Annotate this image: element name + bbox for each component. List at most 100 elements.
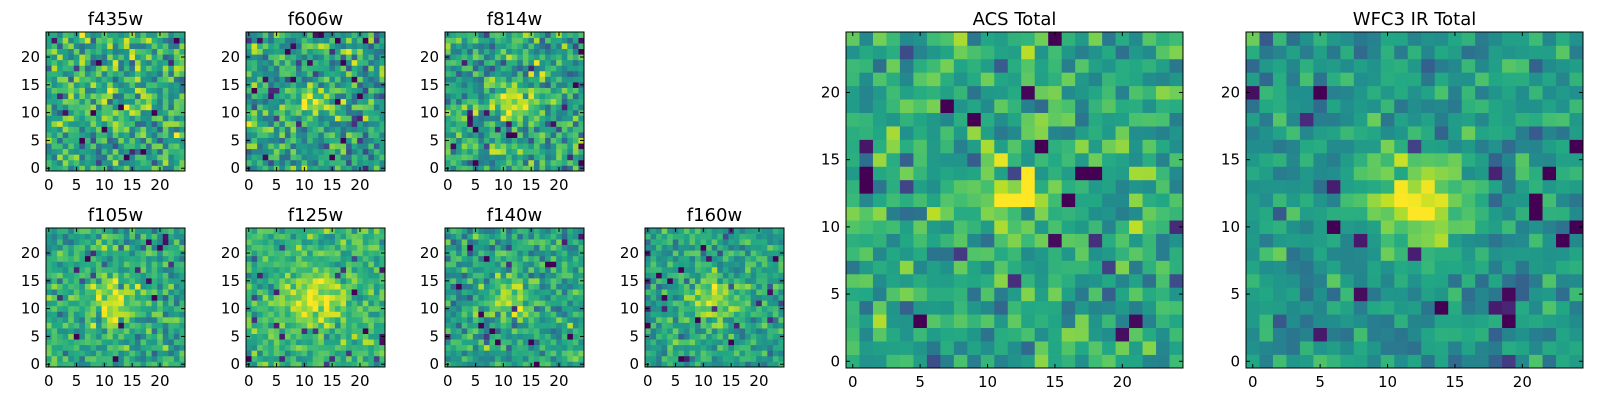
- heatmap-cell: [73, 59, 80, 66]
- heatmap-cell: [461, 165, 468, 172]
- heatmap-cell: [706, 239, 713, 246]
- heatmap-cell: [90, 59, 97, 66]
- heatmap-cell: [96, 244, 102, 251]
- heatmap-cell: [62, 120, 69, 127]
- heatmap-cell: [373, 316, 380, 323]
- heatmap-cell: [472, 148, 479, 155]
- heatmap-cell: [346, 115, 352, 122]
- heatmap-cell: [107, 316, 114, 323]
- heatmap-cell: [134, 115, 141, 122]
- heatmap-cell: [273, 322, 280, 329]
- heatmap-cell: [96, 294, 102, 301]
- heatmap-cell: [329, 289, 336, 296]
- heatmap-cell: [157, 278, 164, 284]
- heatmap-cell: [373, 154, 380, 161]
- heatmap-cell: [533, 132, 540, 138]
- heatmap-cell: [467, 344, 474, 351]
- heatmap-cell: [84, 339, 91, 346]
- heatmap-cell: [556, 65, 563, 72]
- heatmap-cell: [368, 339, 375, 346]
- heatmap-cell: [495, 43, 501, 50]
- heatmap-cell: [79, 82, 86, 88]
- heatmap-cell: [51, 154, 58, 161]
- heatmap-cell: [495, 104, 501, 111]
- heatmap-cell: [101, 261, 108, 268]
- heatmap-cell: [472, 244, 479, 251]
- heatmap-cell: [57, 272, 64, 279]
- heatmap-cell: [706, 233, 713, 240]
- heatmap-cell: [556, 250, 563, 257]
- heatmap-cell: [323, 37, 330, 44]
- heatmap-cell: [273, 70, 280, 77]
- heatmap-cell: [301, 289, 308, 296]
- heatmap-cell: [373, 76, 380, 83]
- heatmap-cell: [162, 316, 169, 323]
- heatmap-cell: [478, 261, 485, 268]
- heatmap-cell: [578, 120, 585, 127]
- heatmap-cell: [257, 250, 264, 257]
- heatmap-cell: [717, 305, 724, 312]
- heatmap-cell: [107, 132, 114, 138]
- heatmap-cell: [268, 59, 275, 66]
- heatmap-cell: [478, 250, 485, 257]
- heatmap-cell: [953, 166, 968, 181]
- heatmap-cell: [711, 350, 718, 357]
- heatmap-cell: [522, 322, 529, 329]
- x-tick-label: 15: [522, 176, 541, 194]
- heatmap-cell: [346, 104, 352, 111]
- heatmap-cell: [478, 148, 485, 155]
- heatmap-cell: [1048, 206, 1063, 221]
- heatmap-cell: [179, 115, 186, 122]
- heatmap-cell: [357, 70, 364, 77]
- heatmap-cell: [351, 322, 358, 329]
- heatmap-cell: [273, 76, 280, 83]
- heatmap-cell: [656, 328, 663, 334]
- heatmap-cell: [539, 120, 546, 127]
- heatmap-cell: [262, 316, 269, 323]
- heatmap-cell: [279, 305, 286, 312]
- heatmap-cell: [517, 154, 524, 161]
- heatmap-cell: [296, 361, 302, 368]
- heatmap-cell: [162, 87, 169, 94]
- heatmap-cell: [717, 272, 724, 279]
- heatmap-cell: [373, 233, 380, 240]
- heatmap-cell: [545, 37, 551, 44]
- heatmap-cell: [578, 322, 585, 329]
- heatmap-cell: [90, 32, 97, 38]
- y-tick-label: 5: [429, 131, 439, 149]
- heatmap-cell: [146, 137, 152, 144]
- heatmap-cell: [650, 272, 657, 279]
- heatmap-cell: [90, 137, 97, 144]
- heatmap-cell: [357, 272, 364, 279]
- heatmap-cell: [146, 255, 152, 262]
- heatmap-cell: [528, 355, 535, 362]
- heatmap-cell: [967, 220, 982, 234]
- heatmap-cell: [467, 361, 474, 368]
- heatmap-cell: [368, 250, 375, 257]
- heatmap-cell: [456, 244, 463, 251]
- heatmap-cell: [90, 228, 97, 234]
- heatmap-cell: [745, 355, 751, 362]
- heatmap-cell: [994, 206, 1009, 221]
- heatmap-cell: [761, 300, 768, 307]
- heatmap-cell: [179, 344, 186, 351]
- heatmap-cell: [157, 272, 164, 279]
- heatmap-cell: [73, 159, 80, 166]
- heatmap-cell: [445, 126, 451, 133]
- heatmap-cell: [940, 152, 955, 167]
- heatmap-cell: [134, 126, 141, 133]
- heatmap-cell: [307, 316, 314, 323]
- heatmap-cell: [483, 109, 490, 116]
- heatmap-cell: [251, 322, 258, 329]
- heatmap-cell: [290, 244, 297, 251]
- heatmap-cell: [886, 206, 901, 221]
- heatmap-cell: [101, 115, 108, 122]
- heatmap-cell: [528, 115, 535, 122]
- panel-title: f125w: [288, 205, 343, 226]
- heatmap-cell: [151, 132, 158, 138]
- heatmap-cell: [157, 104, 164, 111]
- heatmap-cell: [456, 333, 463, 340]
- heatmap-cell: [489, 289, 496, 296]
- heatmap-cell: [739, 328, 746, 334]
